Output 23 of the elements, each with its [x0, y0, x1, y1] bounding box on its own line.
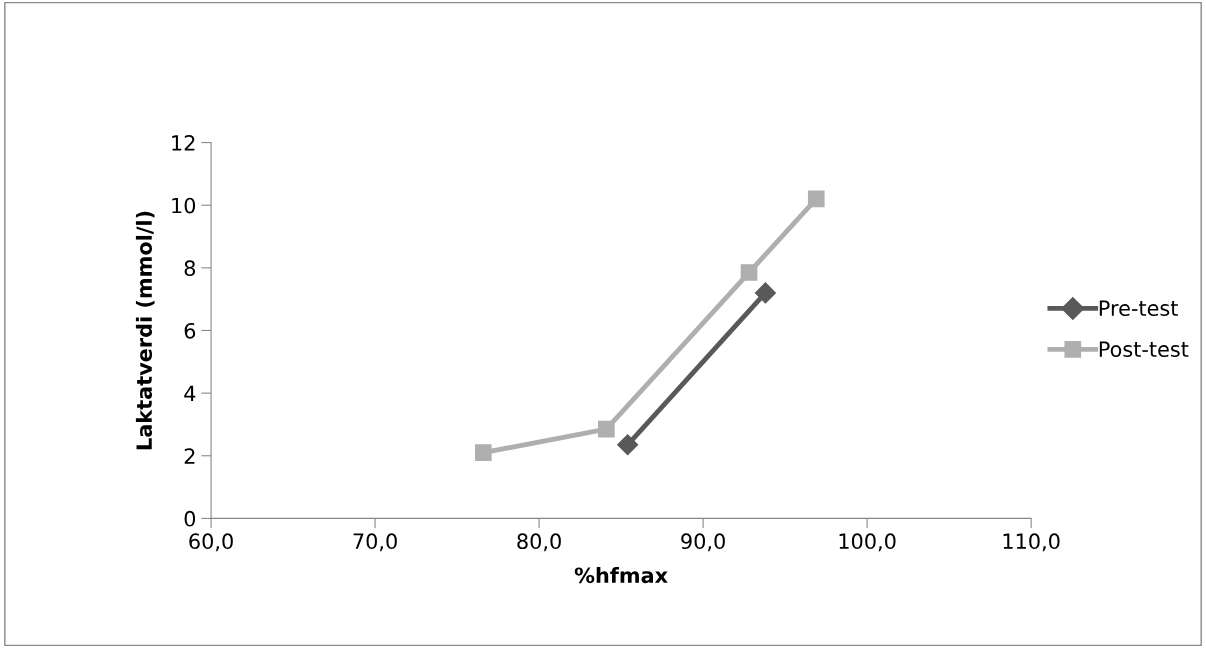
point: [474, 444, 492, 461]
x-tick-label: 100,0: [839, 533, 896, 552]
x-tick-label: 70,0: [353, 533, 397, 552]
y-axis-title: Laktatverdi (mmol/l): [135, 211, 155, 450]
y-tick-label: 0: [184, 510, 196, 527]
y-tick-label: 8: [184, 260, 196, 277]
point: [617, 434, 639, 456]
y-tick-label: 4: [184, 385, 196, 402]
x-axis-title: %hfmax: [574, 567, 668, 584]
x-tick-label: 80,0: [517, 533, 561, 552]
legend-label: Post-test: [1099, 341, 1189, 358]
x-tick-label: 90,0: [681, 533, 725, 552]
x-tick-label: 60,0: [189, 533, 233, 552]
point: [754, 282, 776, 304]
y-tick-label: 10: [172, 197, 196, 214]
y-tick-label: 6: [184, 322, 196, 339]
point: [740, 264, 758, 281]
point: [597, 420, 615, 438]
legend-label: Pre-test: [1099, 300, 1178, 317]
point: [807, 190, 825, 208]
y-tick-label: 12: [172, 135, 195, 151]
y-tick-label: 2: [184, 448, 195, 464]
x-tick-label: 110,0: [1003, 533, 1060, 552]
